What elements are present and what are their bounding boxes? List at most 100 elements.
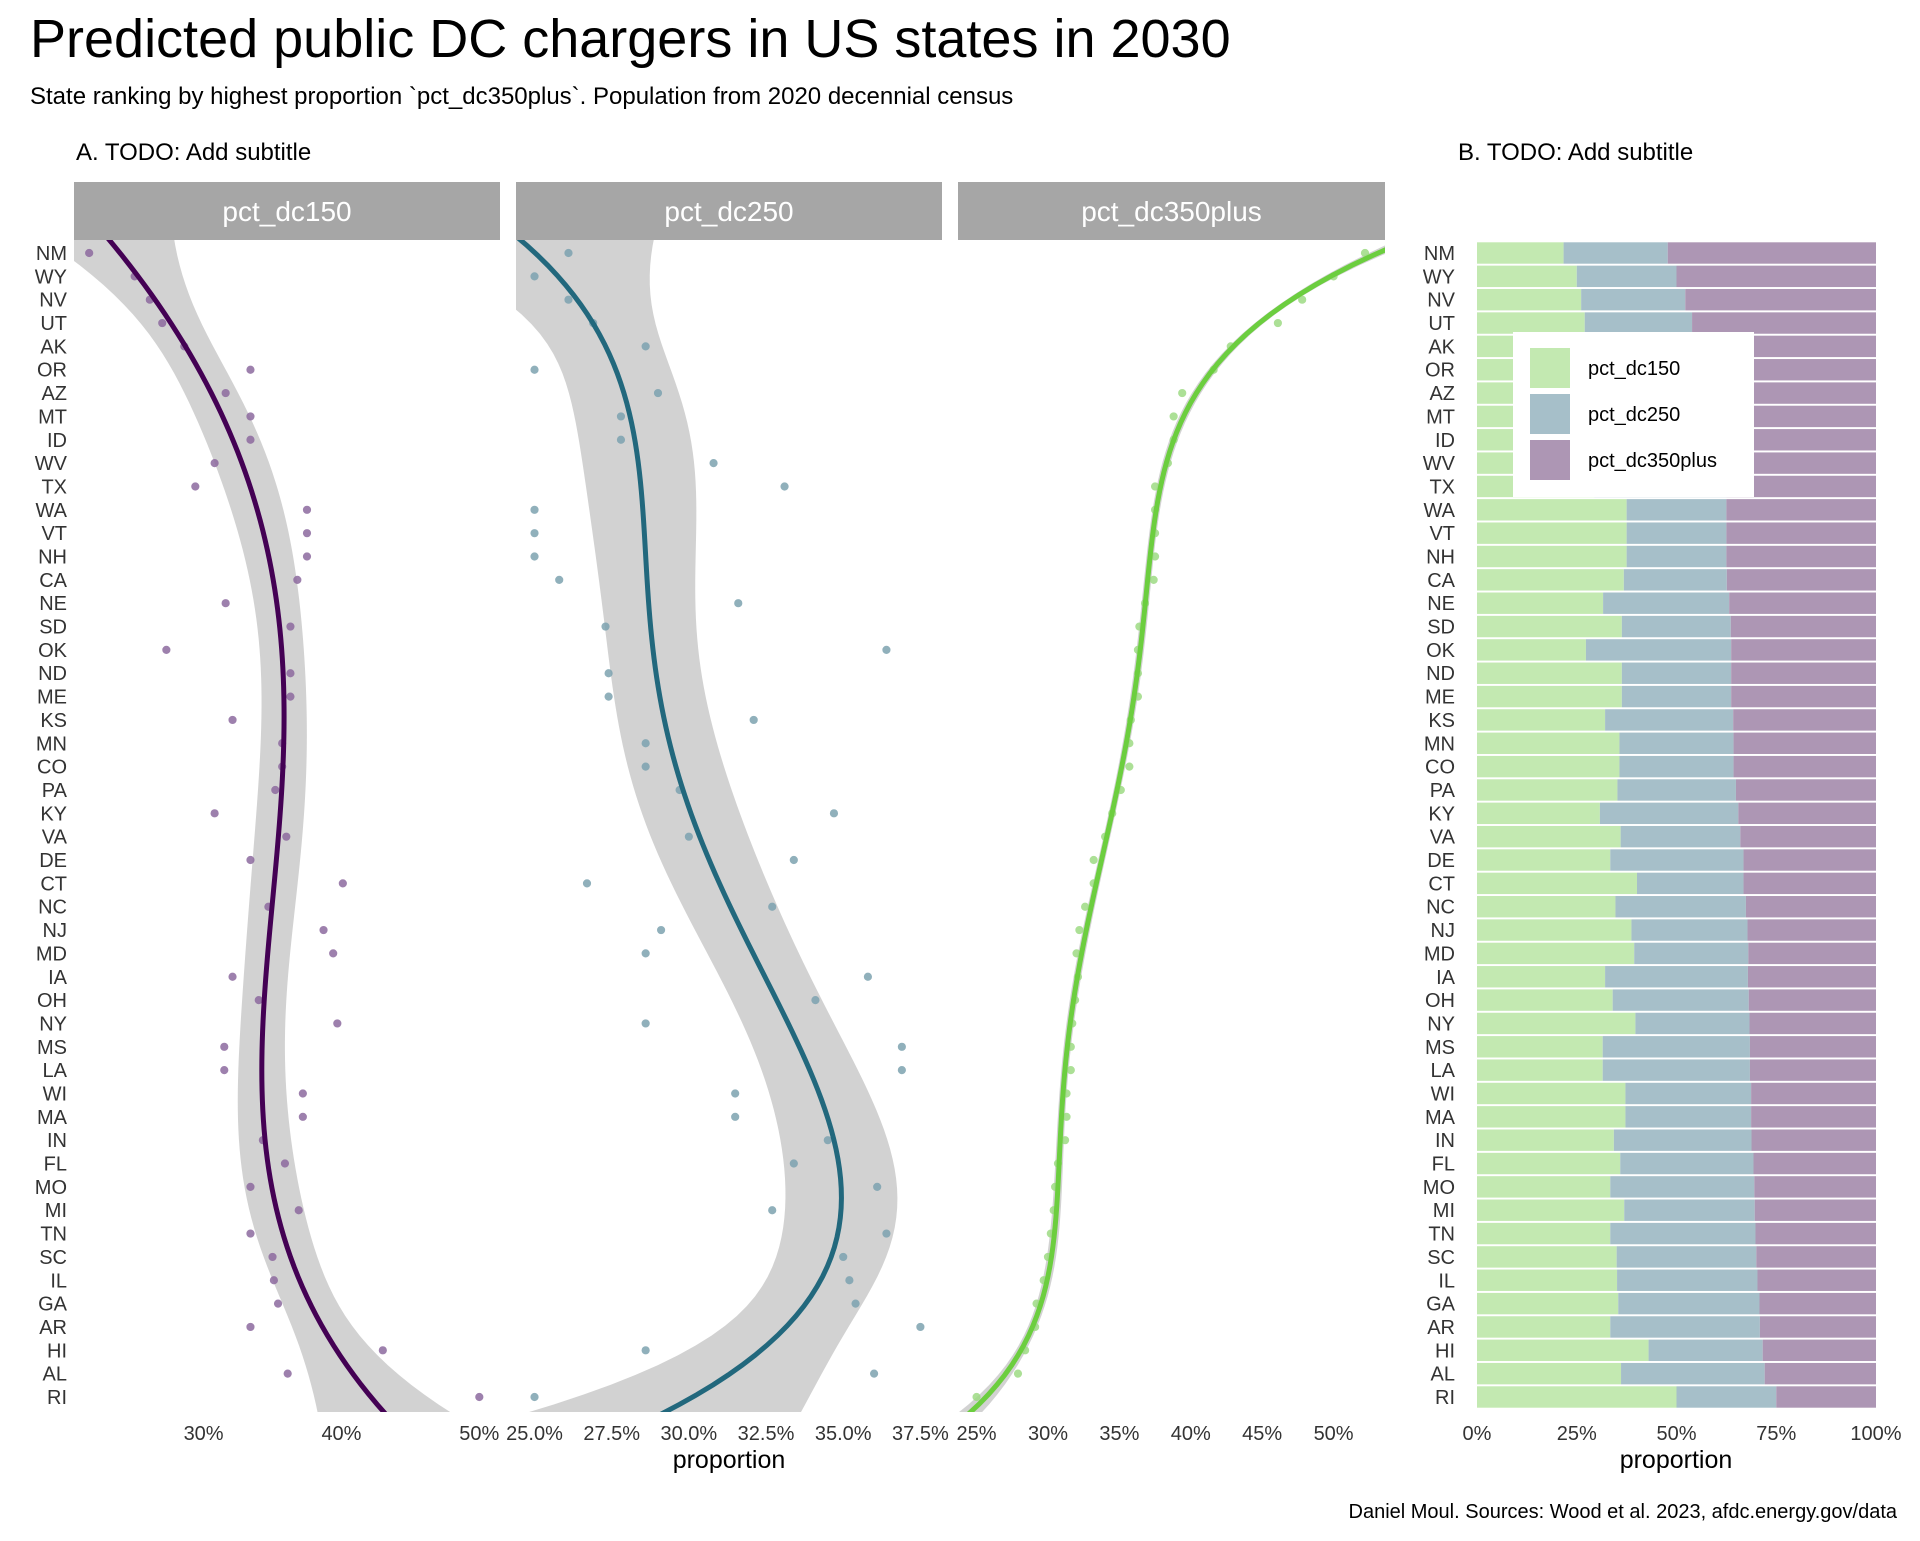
y-tick-label-OR: OR (37, 360, 67, 382)
y-tick-label-HI: HI (47, 1340, 67, 1362)
bar-pct_dc350plus-ID (1721, 429, 1876, 451)
data-point-pct_dc150-NY (333, 1019, 342, 1028)
data-point-pct_dc150-DE (246, 855, 255, 865)
y-tick-label-MI: MI (45, 1200, 67, 1222)
data-point-pct_dc250-NM (564, 248, 573, 258)
bar-pct_dc250-ME (1621, 685, 1732, 708)
x-tick-label-pct_dc350plus: 45% (1242, 1423, 1282, 1445)
data-point-pct_dc150-MA (298, 1112, 307, 1121)
bar-y-tick-label-PA: PA (1430, 780, 1456, 802)
bar-pct_dc350plus-MD (1748, 942, 1876, 965)
data-point-pct_dc250-ND (604, 669, 613, 678)
bar-pct_dc350plus-IL (1757, 1269, 1876, 1291)
bar-y-tick-label-DE: DE (1427, 850, 1455, 872)
facet-strip-label-pct_dc150: pct_dc150 (222, 196, 351, 227)
bar-y-tick-label-WI: WI (1431, 1083, 1455, 1105)
data-point-pct_dc250-NH (530, 552, 539, 561)
bar-y-tick-label-IL: IL (1438, 1270, 1455, 1292)
y-tick-label-MO: MO (35, 1177, 67, 1199)
data-point-pct_dc150-KS (228, 715, 237, 725)
data-point-pct_dc150-WV (210, 459, 219, 468)
bar-y-tick-label-NJ: NJ (1431, 920, 1455, 942)
y-tick-label-IN: IN (47, 1130, 67, 1152)
bar-pct_dc150-OH (1477, 989, 1613, 1011)
bar-pct_dc250-ND (1621, 662, 1732, 684)
data-point-pct_dc250-IL (845, 1276, 854, 1285)
bar-pct_dc150-PA (1477, 779, 1618, 801)
data-point-pct_dc150-OR (246, 365, 255, 374)
bar-y-tick-label-LA: LA (1431, 1060, 1456, 1082)
y-tick-label-AZ: AZ (41, 383, 67, 405)
bar-pct_dc350plus-AL (1764, 1362, 1876, 1385)
bar-pct_dc350plus-FL (1753, 1152, 1876, 1175)
bar-pct_dc250-NC (1615, 896, 1746, 918)
bar-pct_dc250-LA (1602, 1059, 1750, 1081)
y-tick-label-MT: MT (38, 406, 67, 428)
bar-pct_dc150-MN (1477, 732, 1620, 754)
facet-strip-pct_dc350plus (958, 182, 1385, 240)
bar-pct_dc350plus-CT (1743, 872, 1876, 895)
bar-y-tick-label-VT: VT (1429, 523, 1455, 545)
bar-y-tick-label-IN: IN (1435, 1130, 1455, 1152)
data-point-pct_dc250-SC (839, 1252, 848, 1262)
bar-pct_dc350plus-MS (1749, 1036, 1876, 1058)
y-tick-label-SD: SD (39, 617, 67, 639)
bar-pct_dc250-CT (1636, 872, 1744, 895)
bar-y-tick-label-AK: AK (1428, 336, 1455, 358)
bar-pct_dc250-RI (1676, 1386, 1777, 1408)
y-tick-label-TN: TN (40, 1224, 67, 1246)
bar-y-tick-label-VA: VA (1430, 827, 1456, 849)
bar-y-tick-label-CT: CT (1428, 873, 1455, 895)
data-point-pct_dc150-WA (302, 505, 312, 514)
bar-pct_dc150-MD (1477, 942, 1635, 965)
confidence-band-pct_dc250 (516, 240, 898, 1412)
bar-pct_dc350plus-ND (1731, 662, 1876, 684)
y-tick-label-UT: UT (40, 313, 67, 335)
x-tick-label-pct_dc250: 37.5% (892, 1423, 949, 1445)
bar-pct_dc350plus-OK (1731, 639, 1876, 661)
bar-y-tick-label-KY: KY (1428, 803, 1455, 825)
data-point-pct_dc150-NM (85, 248, 94, 258)
bar-pct_dc150-WY (1477, 265, 1577, 288)
bar-pct_dc150-NE (1477, 592, 1604, 614)
x-tick-label-pct_dc150: 40% (321, 1423, 361, 1445)
bar-y-tick-label-MN: MN (1424, 733, 1455, 755)
bar-pct_dc150-SD (1477, 615, 1622, 638)
bar-pct_dc250-GA (1618, 1292, 1760, 1315)
bar-pct_dc250-OK (1585, 639, 1732, 661)
bar-pct_dc150-AL (1477, 1362, 1622, 1385)
data-point-pct_dc250-AL (869, 1369, 879, 1378)
bar-pct_dc250-NM (1563, 242, 1668, 264)
y-tick-label-MS: MS (37, 1037, 67, 1059)
y-tick-label-ID: ID (47, 430, 67, 452)
bar-pct_dc250-VT (1626, 522, 1727, 544)
y-tick-label-AR: AR (39, 1317, 67, 1339)
bar-pct_dc350plus-MI (1754, 1199, 1876, 1221)
bar-y-tick-label-HI: HI (1435, 1340, 1455, 1362)
data-point-pct_dc150-CT (338, 879, 347, 888)
bar-pct_dc350plus-GA (1759, 1292, 1876, 1315)
legend-label-pct_dc150: pct_dc150 (1588, 358, 1680, 380)
bar-pct_dc350plus-TN (1755, 1222, 1876, 1245)
bar-x-tick-label: 100% (1850, 1423, 1901, 1445)
facet-strip-label-pct_dc250: pct_dc250 (664, 196, 793, 227)
bar-y-tick-label-AL: AL (1431, 1364, 1455, 1386)
bar-x-tick-label: 25% (1557, 1423, 1597, 1445)
y-tick-label-MN: MN (36, 733, 67, 755)
data-point-pct_dc250-WI (731, 1089, 740, 1098)
bar-pct_dc150-HI (1477, 1339, 1649, 1362)
bar-y-tick-label-UT: UT (1428, 313, 1455, 335)
legend-swatch-pct_dc350plus (1530, 440, 1570, 480)
bar-pct_dc250-FL (1620, 1152, 1754, 1175)
y-tick-label-PA: PA (42, 780, 68, 802)
data-point-pct_dc250-MD (641, 949, 650, 958)
bar-pct_dc350plus-IA (1747, 966, 1876, 988)
data-point-pct_dc150-HI (378, 1346, 387, 1355)
data-point-pct_dc150-SC (268, 1252, 277, 1262)
data-point-pct_dc150-AL (283, 1369, 292, 1378)
bar-y-tick-label-RI: RI (1435, 1387, 1455, 1409)
smooth-line-pct_dc350plus (966, 247, 1385, 1412)
data-point-pct_dc250-MO (873, 1182, 882, 1191)
y-tick-label-KS: KS (40, 710, 67, 732)
bar-pct_dc250-IA (1605, 966, 1748, 988)
